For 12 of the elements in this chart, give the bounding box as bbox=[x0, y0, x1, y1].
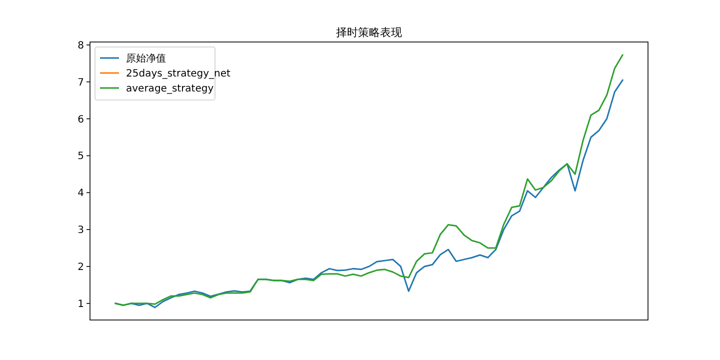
legend-label: 原始净值 bbox=[126, 52, 166, 64]
y-tick-label: 1 bbox=[78, 298, 84, 310]
y-tick-label: 2 bbox=[78, 262, 84, 273]
y-tick-label: 8 bbox=[78, 40, 84, 52]
chart-title: 择时策略表现 bbox=[336, 26, 402, 39]
legend-label: 25days_strategy_net bbox=[126, 68, 231, 80]
y-tick-label: 7 bbox=[78, 77, 84, 88]
y-tick-label: 4 bbox=[78, 188, 84, 200]
y-tick-label: 5 bbox=[78, 151, 84, 162]
y-tick-label: 6 bbox=[78, 114, 84, 126]
y-tick-label: 3 bbox=[78, 225, 84, 236]
legend-label: average_strategy bbox=[126, 84, 214, 94]
